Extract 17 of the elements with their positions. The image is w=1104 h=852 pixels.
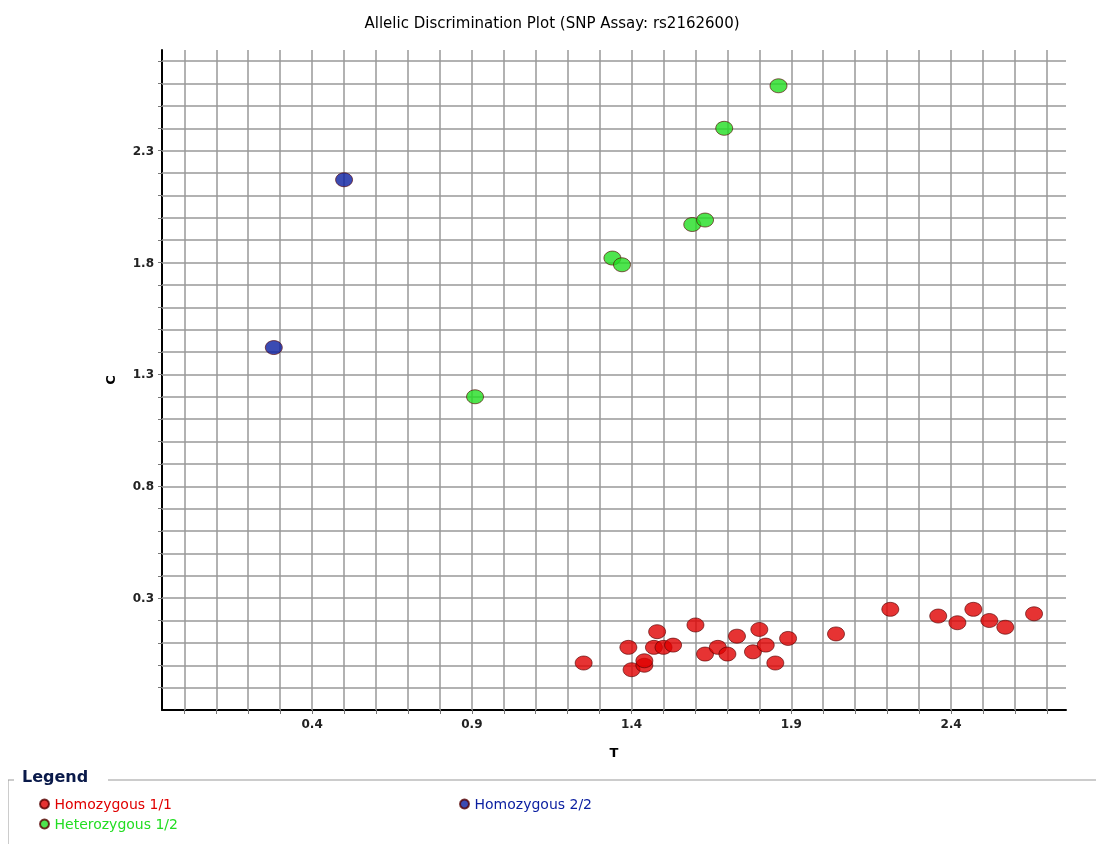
legend-title: Legend — [22, 766, 89, 786]
x-tick-label: 0.4 — [301, 717, 323, 731]
y-tick-label: 2.3 — [132, 143, 154, 158]
legend-label: Heterozygous 1/2 — [54, 816, 178, 832]
chart-title: Allelic Discrimination Plot (SNP Assay: rs2162600) — [364, 13, 740, 32]
legend-label: Homozygous 1/1 — [54, 796, 173, 812]
y-tick-label: 1.3 — [132, 367, 154, 382]
x-tick-label: 1.9 — [780, 717, 802, 731]
y-tick-label: 0.8 — [132, 479, 154, 494]
y-tick-label: 0.3 — [132, 591, 154, 606]
legend-label: Homozygous 2/2 — [474, 796, 593, 812]
x-tick-label: 0.9 — [461, 717, 483, 731]
y-axis-title: C — [103, 375, 118, 385]
y-tick-label: 1.8 — [132, 255, 154, 270]
x-tick-label: 2.4 — [940, 717, 962, 731]
x-axis-title: T — [609, 745, 619, 760]
x-tick-label: 1.4 — [620, 717, 643, 731]
